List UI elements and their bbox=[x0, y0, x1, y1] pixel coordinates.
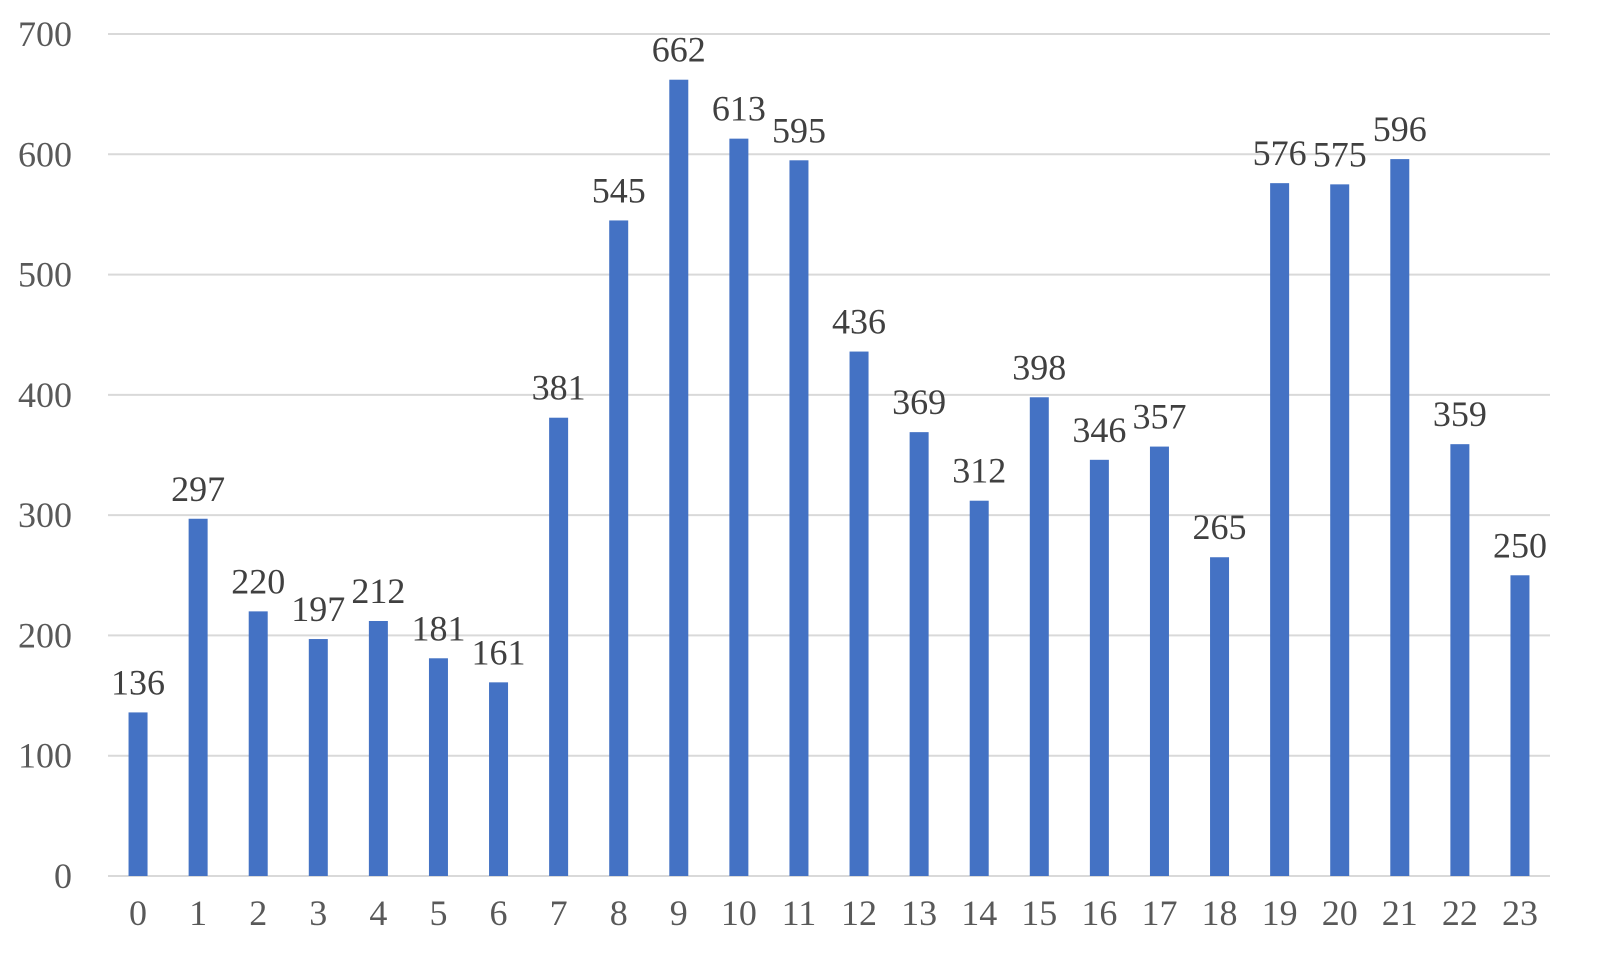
x-tick-label: 3 bbox=[309, 893, 327, 933]
bar bbox=[909, 432, 929, 876]
bar bbox=[489, 682, 509, 876]
bar bbox=[1330, 184, 1350, 876]
data-label: 161 bbox=[472, 632, 526, 672]
data-label: 312 bbox=[952, 451, 1006, 491]
bars bbox=[128, 79, 1530, 877]
x-tick-label: 4 bbox=[369, 893, 387, 933]
bar bbox=[1510, 575, 1530, 876]
data-label: 613 bbox=[712, 89, 766, 129]
x-tick-label: 17 bbox=[1141, 893, 1177, 933]
bar bbox=[1210, 557, 1230, 876]
data-label: 436 bbox=[832, 302, 886, 342]
data-label: 357 bbox=[1132, 397, 1186, 437]
bar bbox=[188, 518, 208, 876]
bar bbox=[849, 351, 869, 876]
data-label: 265 bbox=[1193, 507, 1247, 547]
x-tick-label: 12 bbox=[841, 893, 877, 933]
bar bbox=[1089, 459, 1109, 876]
bar bbox=[1149, 446, 1169, 876]
bar bbox=[1390, 159, 1410, 876]
data-label: 181 bbox=[411, 608, 465, 648]
x-tick-label: 23 bbox=[1502, 893, 1538, 933]
x-tick-label: 2 bbox=[249, 893, 267, 933]
x-tick-label: 11 bbox=[782, 893, 817, 933]
data-label: 346 bbox=[1072, 410, 1126, 450]
x-tick-label: 22 bbox=[1442, 893, 1478, 933]
bar bbox=[609, 220, 629, 876]
y-tick-label: 600 bbox=[18, 134, 72, 174]
bar bbox=[428, 658, 448, 876]
x-tick-label: 6 bbox=[490, 893, 508, 933]
bar bbox=[549, 417, 569, 876]
data-label: 197 bbox=[291, 589, 345, 629]
y-tick-label: 300 bbox=[18, 495, 72, 535]
bar bbox=[969, 500, 989, 876]
x-tick-label: 20 bbox=[1322, 893, 1358, 933]
x-tick-label: 5 bbox=[429, 893, 447, 933]
data-label: 545 bbox=[592, 170, 646, 210]
x-tick-label: 7 bbox=[550, 893, 568, 933]
data-label: 575 bbox=[1313, 134, 1367, 174]
data-label: 596 bbox=[1373, 109, 1427, 149]
x-tick-label: 18 bbox=[1202, 893, 1238, 933]
y-tick-label: 200 bbox=[18, 615, 72, 655]
y-tick-label: 400 bbox=[18, 375, 72, 415]
data-label: 250 bbox=[1493, 525, 1547, 565]
x-tick-label: 14 bbox=[961, 893, 997, 933]
gridlines bbox=[108, 33, 1550, 877]
x-tick-label: 8 bbox=[610, 893, 628, 933]
x-axis-tick-labels: 0 1 2 3 4 5 6 7 8 9 10 11 12 13 14 15 16 17 18 19 20 21 22 23 bbox=[129, 893, 1538, 933]
y-tick-label: 500 bbox=[18, 255, 72, 295]
bar bbox=[1029, 397, 1049, 876]
x-tick-label: 16 bbox=[1081, 893, 1117, 933]
data-label: 576 bbox=[1253, 133, 1307, 173]
data-label: 359 bbox=[1433, 394, 1487, 434]
data-label: 369 bbox=[892, 382, 946, 422]
x-tick-label: 15 bbox=[1021, 893, 1057, 933]
x-tick-label: 19 bbox=[1262, 893, 1298, 933]
data-label: 595 bbox=[772, 110, 826, 150]
bar bbox=[729, 138, 749, 877]
bar bbox=[789, 160, 809, 877]
bar bbox=[368, 620, 388, 876]
x-tick-label: 10 bbox=[721, 893, 757, 933]
data-label: 398 bbox=[1012, 347, 1066, 387]
y-tick-label: 100 bbox=[18, 736, 72, 776]
bar bbox=[1450, 444, 1470, 876]
data-label: 212 bbox=[351, 571, 405, 611]
data-label: 662 bbox=[652, 30, 706, 70]
bar bbox=[669, 79, 689, 877]
y-axis-tick-labels: 0 100 200 300 400 500 600 700 bbox=[18, 14, 72, 896]
y-tick-label: 0 bbox=[54, 856, 72, 896]
x-tick-label: 9 bbox=[670, 893, 688, 933]
data-label: 297 bbox=[171, 469, 225, 509]
bar bbox=[1270, 183, 1290, 876]
data-label: 220 bbox=[231, 561, 285, 601]
data-label: 136 bbox=[111, 662, 165, 702]
bar bbox=[308, 639, 328, 876]
x-tick-label: 21 bbox=[1382, 893, 1418, 933]
bar bbox=[248, 611, 268, 876]
x-tick-label: 1 bbox=[189, 893, 207, 933]
data-label: 381 bbox=[532, 368, 586, 408]
x-tick-label: 13 bbox=[901, 893, 937, 933]
y-tick-label: 700 bbox=[18, 14, 72, 54]
bar bbox=[128, 712, 148, 876]
x-tick-label: 0 bbox=[129, 893, 147, 933]
